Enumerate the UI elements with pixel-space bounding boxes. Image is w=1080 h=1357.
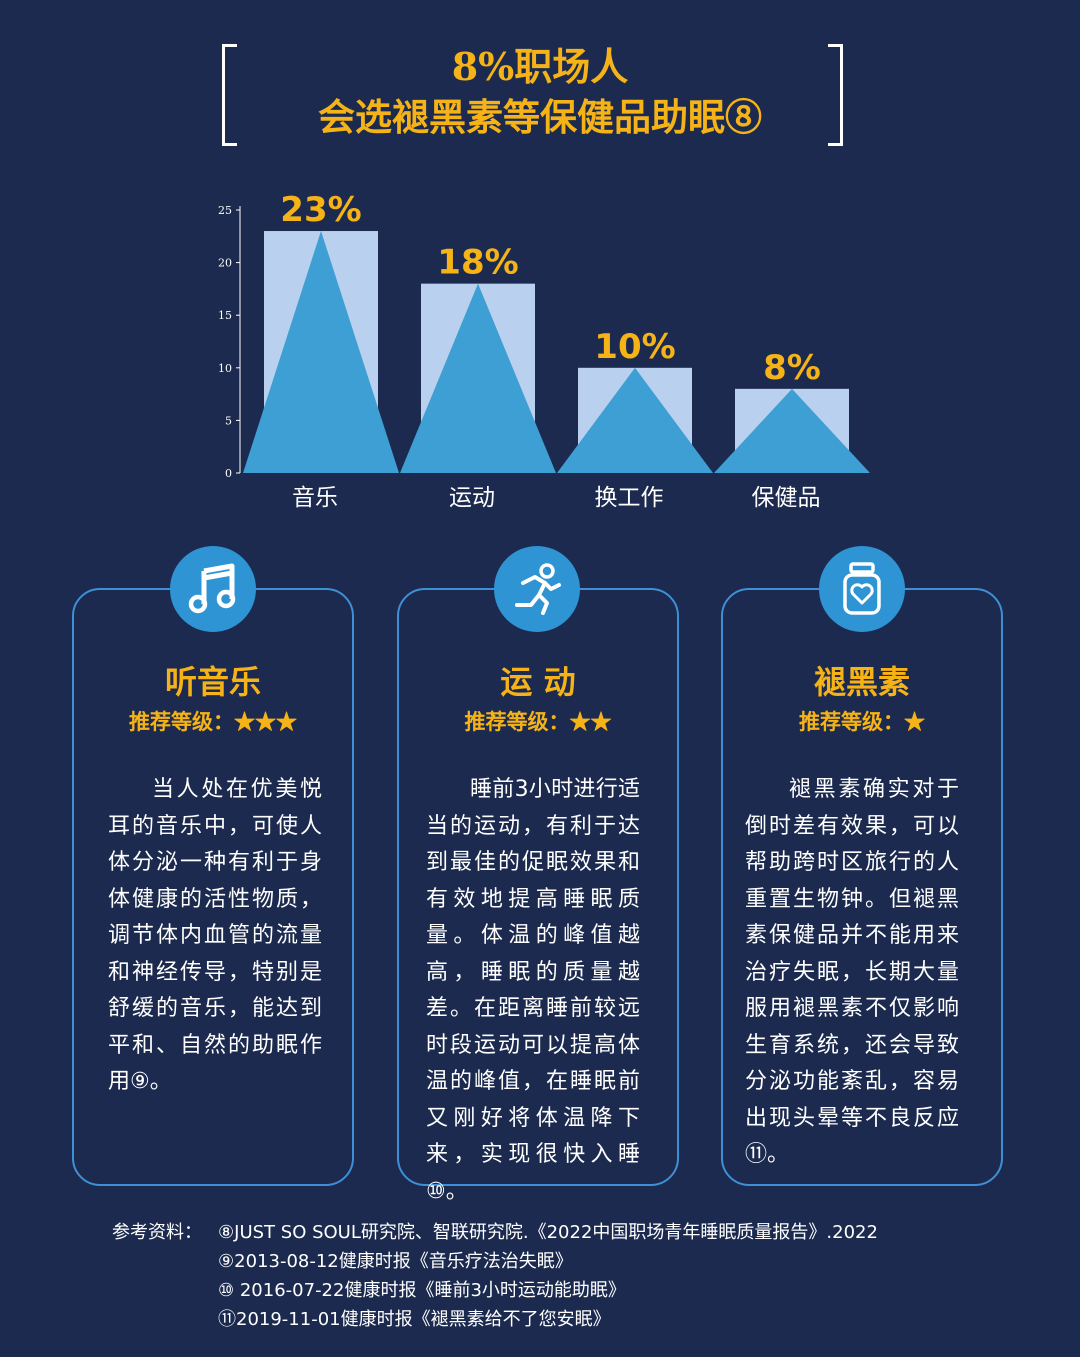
card-melatonin-level: 推荐等级：★	[799, 709, 925, 734]
running-person-icon	[515, 563, 561, 615]
data-label: 10%	[594, 327, 675, 367]
data-label: 18%	[437, 243, 518, 283]
y-tick-label: 15	[218, 309, 232, 322]
reference-item: ⑧JUST SO SOUL研究院、智联研究院.《2022中国职场青年睡眠质量报告…	[218, 1222, 878, 1243]
y-tick-label: 25	[218, 204, 232, 217]
data-label: 8%	[763, 348, 821, 388]
x-category-label: 运动	[449, 485, 495, 511]
supplement-bottle-icon	[843, 562, 881, 615]
card-melatonin-body: 褪黑素确实对于倒时差有效果，可以帮助跨时区旅行的人重置生物钟。但褪黑素保健品并不…	[745, 777, 959, 1167]
music-note-icon	[188, 563, 236, 614]
music-icon-circle	[170, 546, 256, 632]
data-label: 23%	[280, 190, 361, 230]
references-label: 参考资料：	[112, 1222, 202, 1243]
y-tick-label: 5	[225, 414, 232, 427]
reference-row: ⑨2013-08-12健康时报《音乐疗法治失眠》	[112, 1247, 878, 1276]
reference-row: ⑪2019-11-01健康时报《褪黑素给不了您安眠》	[112, 1305, 878, 1334]
title-line-2: 会选褪黑素等保健品助眠⑧	[318, 95, 762, 139]
reference-item: ⑨2013-08-12健康时报《音乐疗法治失眠》	[218, 1251, 573, 1272]
title-bracket-right	[828, 44, 843, 146]
card-melatonin-title: 褪黑素	[813, 663, 910, 701]
title-line-1: 8%职场人	[451, 44, 629, 89]
bar-triangle	[243, 231, 399, 473]
x-category-label: 换工作	[595, 485, 664, 511]
x-category-label: 音乐	[292, 485, 338, 511]
exercise-icon-circle	[494, 546, 580, 632]
reference-item: ⑪2019-11-01健康时报《褪黑素给不了您安眠》	[218, 1309, 611, 1330]
reference-row: ⑩ 2016-07-22健康时报《睡前3小时运动能助眠》	[112, 1276, 878, 1305]
references: 参考资料： ⑧JUST SO SOUL研究院、智联研究院.《2022中国职场青年…	[112, 1218, 878, 1334]
bar-triangle	[714, 388, 870, 473]
x-category-label: 保健品	[752, 485, 821, 511]
card-music-body: 当人处在优美悦耳的音乐中，可使人体分泌一种有利于身体健康的活性物质，调节体内血管…	[108, 777, 322, 1094]
reference-item: ⑩ 2016-07-22健康时报《睡前3小时运动能助眠》	[218, 1280, 626, 1301]
bar-triangle	[400, 283, 556, 473]
y-tick-label: 20	[218, 257, 232, 270]
reference-row: 参考资料： ⑧JUST SO SOUL研究院、智联研究院.《2022中国职场青年…	[112, 1218, 878, 1247]
page-title: 8%职场人 会选褪黑素等保健品助眠⑧	[240, 42, 840, 142]
card-exercise-body: 睡前3小时进行适当的运动，有利于达到最佳的促眠效果和有效地提高睡眠质量。体温的峰…	[426, 777, 640, 1204]
card-exercise-level: 推荐等级：★★	[464, 709, 612, 734]
y-tick-label: 10	[218, 362, 232, 375]
y-tick-label: 0	[225, 467, 232, 480]
card-exercise-title: 运 动	[500, 663, 576, 701]
melatonin-icon-circle	[819, 546, 905, 632]
title-bracket-left	[222, 44, 237, 146]
card-music-title: 听音乐	[164, 663, 261, 701]
card-music-level: 推荐等级：★★★	[129, 709, 297, 734]
bar-triangle	[557, 367, 713, 473]
bar-chart: 0 5 10 15 20 25 23% 音乐 18% 运动 10% 换工作 8% 保健品	[218, 190, 870, 511]
